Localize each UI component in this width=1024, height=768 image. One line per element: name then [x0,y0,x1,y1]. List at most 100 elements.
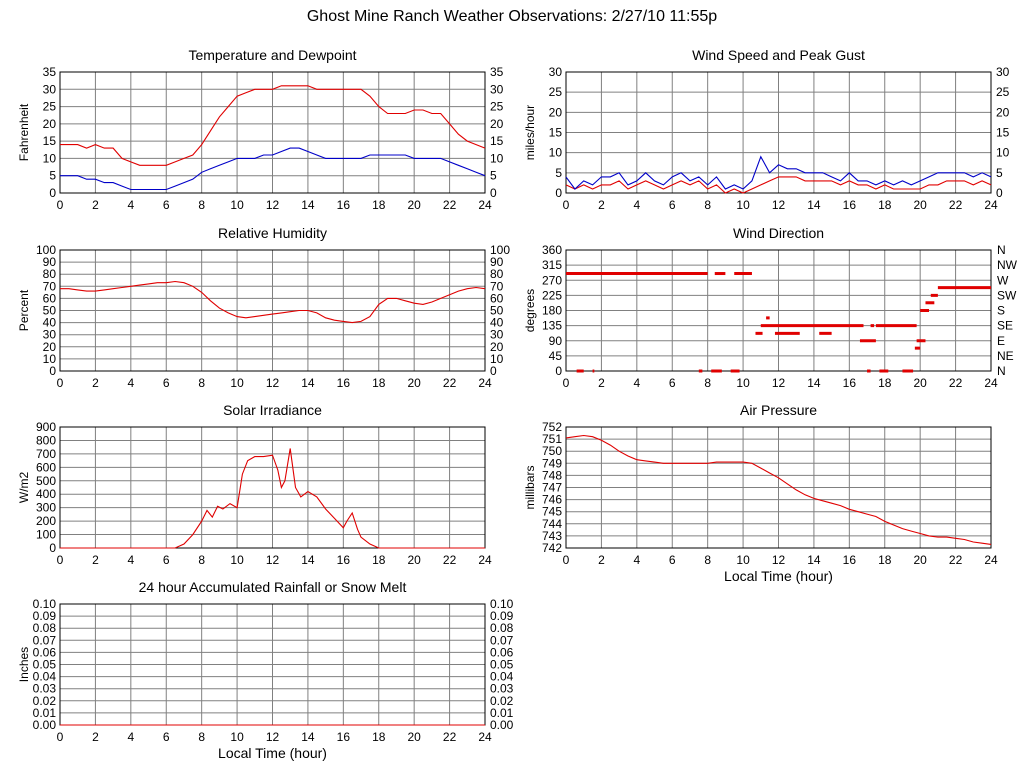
x-tick-label: 14 [301,376,315,390]
y-tick-label: 70 [43,279,57,293]
chart-solar: Solar Irradiance010020030040050060070080… [17,402,492,567]
y-tick-label-right: 40 [490,316,504,330]
y-tick-label-right: 0 [490,186,497,200]
y-tick-label: 748 [542,468,562,482]
x-tick-label: 10 [230,553,244,567]
y-tick-label-right: 0 [996,186,1003,200]
y-tick-label: 0.01 [33,706,57,720]
x-tick-label: 14 [807,376,821,390]
y-tick-label: 0.04 [33,670,57,684]
y-tick-label: 500 [36,474,56,488]
y-tick-label: 0 [555,364,562,378]
x-tick-label: 4 [127,730,134,744]
x-tick-label: 16 [337,730,351,744]
x-tick-label: 22 [443,198,457,212]
series-line-blue [565,155,992,190]
y-tick-label-right: 20 [996,105,1010,119]
y-tick-label: 0.08 [33,621,57,635]
y-tick-label: 90 [549,334,563,348]
x-tick-label: 6 [669,553,676,567]
y-tick-label: 0.09 [33,609,57,623]
plot-frame [59,71,486,194]
y-tick-label-right: 0.04 [490,670,514,684]
x-tick-label: 22 [949,553,963,567]
series-line-red [60,448,485,549]
compass-label: N [997,243,1006,257]
y-tick-label: 80 [43,267,57,281]
x-tick-label: 12 [266,198,280,212]
x-tick-label: 12 [772,553,786,567]
y-tick-label-right: 5 [996,166,1003,180]
compass-label: E [997,334,1005,348]
x-axis-label: Local Time (hour) [218,745,327,761]
y-tick-label-right: 0.03 [490,682,514,696]
x-tick-label: 24 [984,376,998,390]
x-tick-label: 2 [92,730,99,744]
x-tick-label: 18 [372,376,386,390]
y-tick-label-right: 25 [490,100,504,114]
y-tick-label: 747 [542,481,562,495]
x-tick-label: 4 [633,376,640,390]
y-tick-label: 10 [43,352,57,366]
chart-title: Relative Humidity [218,225,327,241]
y-tick-label-right: 90 [490,255,504,269]
y-tick-label: 0.03 [33,682,57,696]
y-tick-label: 746 [542,493,562,507]
x-tick-label: 4 [127,198,134,212]
x-axis-label: Local Time (hour) [724,568,833,584]
x-tick-label: 22 [949,198,963,212]
x-tick-label: 22 [443,376,457,390]
x-tick-label: 4 [127,553,134,567]
x-tick-label: 24 [984,198,998,212]
y-tick-label: 0 [555,186,562,200]
x-tick-label: 14 [807,198,821,212]
y-tick-label: 0.02 [33,694,57,708]
x-tick-label: 20 [913,553,927,567]
y-tick-label: 60 [43,291,57,305]
y-tick-label: 135 [542,319,562,333]
x-tick-label: 18 [372,198,386,212]
y-tick-label: 15 [43,134,57,148]
y-tick-label-right: 0.07 [490,633,514,647]
x-tick-label: 16 [843,376,857,390]
plot-frame [59,426,486,549]
y-tick-label-right: 30 [490,82,504,96]
x-tick-label: 12 [772,376,786,390]
y-tick-label: 744 [542,517,562,531]
y-tick-label: 0.05 [33,658,57,672]
y-tick-label: 90 [43,255,57,269]
y-tick-label: 5 [555,166,562,180]
x-tick-label: 12 [266,376,280,390]
y-tick-label: 315 [542,258,562,272]
compass-label: SE [997,319,1013,333]
y-tick-label-right: 30 [490,328,504,342]
compass-label: NW [997,258,1018,272]
x-tick-label: 20 [913,376,927,390]
x-tick-label: 10 [230,376,244,390]
y-tick-label: 100 [36,528,56,542]
x-tick-label: 20 [407,376,421,390]
y-tick-label: 50 [43,304,57,318]
y-tick-label: 45 [549,349,563,363]
x-tick-label: 8 [198,198,205,212]
y-tick-label: 0.10 [33,597,57,611]
y-tick-label: 30 [549,65,563,79]
x-tick-label: 0 [57,730,64,744]
y-tick-label-right: 20 [490,117,504,131]
y-axis-label: Inches [17,647,31,682]
y-tick-label-right: 60 [490,291,504,305]
y-axis-label: miles/hour [523,105,537,160]
x-tick-label: 20 [913,198,927,212]
y-tick-label-right: 0.05 [490,658,514,672]
x-tick-label: 24 [984,553,998,567]
plot-frame [565,249,992,372]
x-tick-label: 4 [633,553,640,567]
y-tick-label: 25 [549,85,563,99]
series-line-red [60,85,486,166]
x-tick-label: 20 [407,198,421,212]
y-tick-label: 30 [43,328,57,342]
y-tick-label-right: 35 [490,65,504,79]
y-tick-label-right: 5 [490,169,497,183]
